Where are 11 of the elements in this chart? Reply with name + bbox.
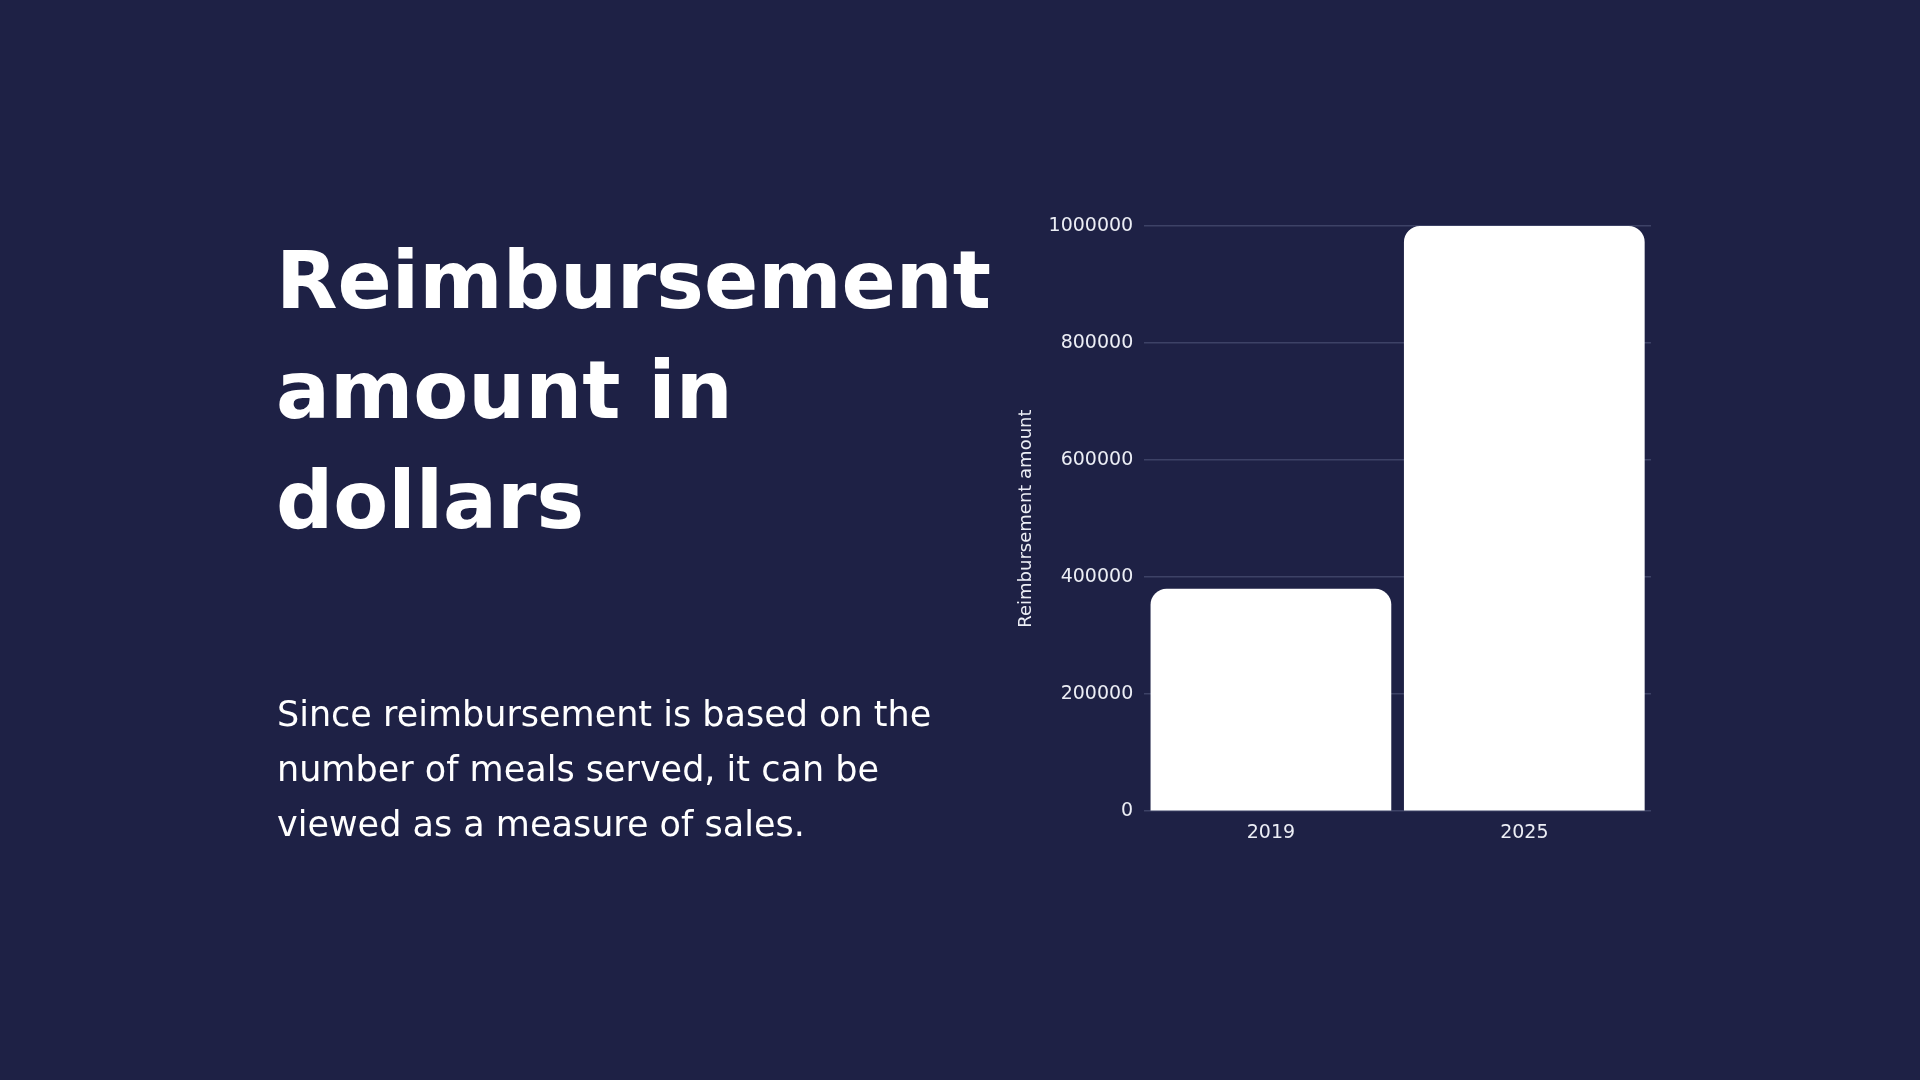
y-tick-label: 400000 (1060, 564, 1134, 587)
y-tick-label: 200000 (1060, 681, 1134, 704)
y-tick-label: 0 (1121, 798, 1134, 821)
x-tick-label: 2025 (1500, 819, 1549, 842)
y-tick-label: 1000000 (1048, 212, 1134, 235)
text: Reimbursement amount in dollars (276, 233, 992, 549)
y-tick-label: 800000 (1060, 329, 1134, 352)
text: Since reimbursement is based on the number of meals served, it can be viewed as a measure of sales. (277, 693, 933, 846)
y-axis-title: Reimbursement amount (1014, 409, 1036, 628)
y-tick-label: 600000 (1060, 447, 1134, 470)
x-tick-label: 2019 (1246, 819, 1296, 842)
